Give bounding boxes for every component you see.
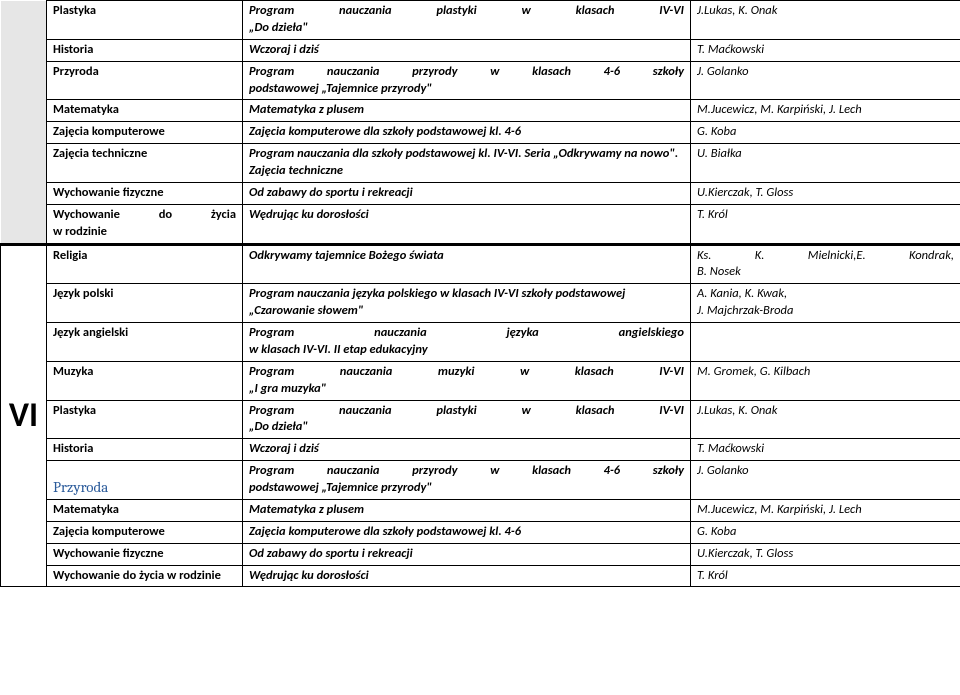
subject-cell: Matematyka	[47, 499, 243, 521]
author-cell: J.Lukas, K. Onak	[691, 400, 960, 439]
author-cell: Ks. K. Mielnicki,E. Kondrak,B. Nosek	[691, 244, 960, 284]
author-cell: J. Golanko	[691, 61, 960, 100]
subject-cell: Historia	[47, 39, 243, 61]
author-cell: T. Król	[691, 204, 960, 244]
subject-cell: Przyroda	[47, 61, 243, 100]
program-cell: Wędrując ku dorosłości	[243, 565, 691, 587]
author-cell: A. Kania, K. Kwak,J. Majchrzak-Broda	[691, 284, 960, 323]
author-cell: G. Koba	[691, 122, 960, 144]
program-cell: Program nauczania dla szkoły podstawowej…	[243, 144, 691, 183]
subject-cell: Zajęcia komputerowe	[47, 122, 243, 144]
program-cell: Matematyka z plusem	[243, 100, 691, 122]
subject-cell: Zajęcia techniczne	[47, 144, 243, 183]
program-cell: Od zabawy do sportu i rekreacji	[243, 182, 691, 204]
subject-cell: Historia	[47, 439, 243, 461]
program-cell: Wędrując ku dorosłości	[243, 204, 691, 244]
program-cell: Matematyka z plusem	[243, 499, 691, 521]
program-cell: Program nauczania języka polskiego w kla…	[243, 284, 691, 323]
subject-cell: Wychowanie fizyczne	[47, 543, 243, 565]
author-cell: M.Jucewicz, M. Karpiński, J. Lech	[691, 100, 960, 122]
author-cell: M. Gromek, G. Kilbach	[691, 361, 960, 400]
program-cell: Program nauczania przyrody w klasach 4-6…	[243, 61, 691, 100]
grade-cell-empty	[1, 1, 47, 245]
subject-cell: Matematyka	[47, 100, 243, 122]
subject-cell: Wychowanie do życia w rodzinie	[47, 565, 243, 587]
program-cell: Program nauczania języka angielskiegow k…	[243, 323, 691, 362]
subject-cell: Wychowanie fizyczne	[47, 182, 243, 204]
subject-cell: Religia	[47, 244, 243, 284]
program-cell: Wczoraj i dziś	[243, 439, 691, 461]
subject-cell: Zajęcia komputerowe	[47, 521, 243, 543]
author-cell: T. Maćkowski	[691, 39, 960, 61]
program-cell: Program nauczania przyrody w klasach 4-6…	[243, 461, 691, 500]
subject-cell: Język polski	[47, 284, 243, 323]
author-cell: J.Lukas, K. Onak	[691, 1, 960, 40]
author-cell: U.Kierczak, T. Gloss	[691, 543, 960, 565]
program-cell: Program nauczania muzyki w klasach IV-VI…	[243, 361, 691, 400]
page-container: PlastykaProgram nauczania plastyki w kla…	[0, 0, 960, 695]
author-cell: J. Golanko	[691, 461, 960, 500]
program-cell: Od zabawy do sportu i rekreacji	[243, 543, 691, 565]
program-cell: Program nauczania plastyki w klasach IV-…	[243, 1, 691, 40]
subject-cell: Wychowanie do życiaw rodzinie	[47, 204, 243, 244]
author-cell: M.Jucewicz, M. Karpiński, J. Lech	[691, 499, 960, 521]
subject-cell: Przyroda	[47, 461, 243, 500]
grade-cell: VI	[1, 244, 47, 587]
subject-cell: Plastyka	[47, 1, 243, 40]
program-cell: Zajęcia komputerowe dla szkoły podstawow…	[243, 521, 691, 543]
program-cell: Wczoraj i dziś	[243, 39, 691, 61]
program-cell: Odkrywamy tajemnice Bożego świata	[243, 244, 691, 284]
subject-cell: Język angielski	[47, 323, 243, 362]
author-cell: U.Kierczak, T. Gloss	[691, 182, 960, 204]
author-cell: G. Koba	[691, 521, 960, 543]
author-cell: U. Białka	[691, 144, 960, 183]
author-cell: T. Król	[691, 565, 960, 587]
subject-cell: Plastyka	[47, 400, 243, 439]
author-cell	[691, 323, 960, 362]
subject-cell: Muzyka	[47, 361, 243, 400]
program-cell: Program nauczania plastyki w klasach IV-…	[243, 400, 691, 439]
program-cell: Zajęcia komputerowe dla szkoły podstawow…	[243, 122, 691, 144]
author-cell: T. Maćkowski	[691, 439, 960, 461]
curriculum-table: PlastykaProgram nauczania plastyki w kla…	[0, 0, 960, 587]
